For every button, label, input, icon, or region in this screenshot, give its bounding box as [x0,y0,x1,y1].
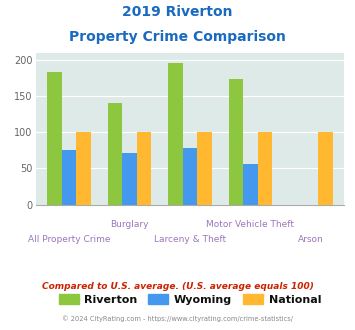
Bar [137,132,151,205]
Text: Compared to U.S. average. (U.S. average equals 100): Compared to U.S. average. (U.S. average … [42,282,313,291]
Legend: Riverton, Wyoming, National: Riverton, Wyoming, National [54,289,326,309]
Bar [229,79,243,205]
Bar [122,153,137,205]
Bar [108,103,122,205]
Bar [197,132,212,205]
Text: All Property Crime: All Property Crime [28,235,110,244]
Text: 2019 Riverton: 2019 Riverton [122,5,233,19]
Bar [168,63,183,205]
Text: Motor Vehicle Theft: Motor Vehicle Theft [207,220,295,229]
Text: Property Crime Comparison: Property Crime Comparison [69,30,286,44]
Bar [47,72,61,205]
Bar [243,164,258,205]
Text: Larceny & Theft: Larceny & Theft [154,235,226,244]
Bar [61,150,76,205]
Bar [183,148,197,205]
Text: © 2024 CityRating.com - https://www.cityrating.com/crime-statistics/: © 2024 CityRating.com - https://www.city… [62,315,293,322]
Bar [76,132,91,205]
Text: Burglary: Burglary [110,220,149,229]
Bar [318,132,333,205]
Text: Arson: Arson [298,235,324,244]
Bar [258,132,272,205]
